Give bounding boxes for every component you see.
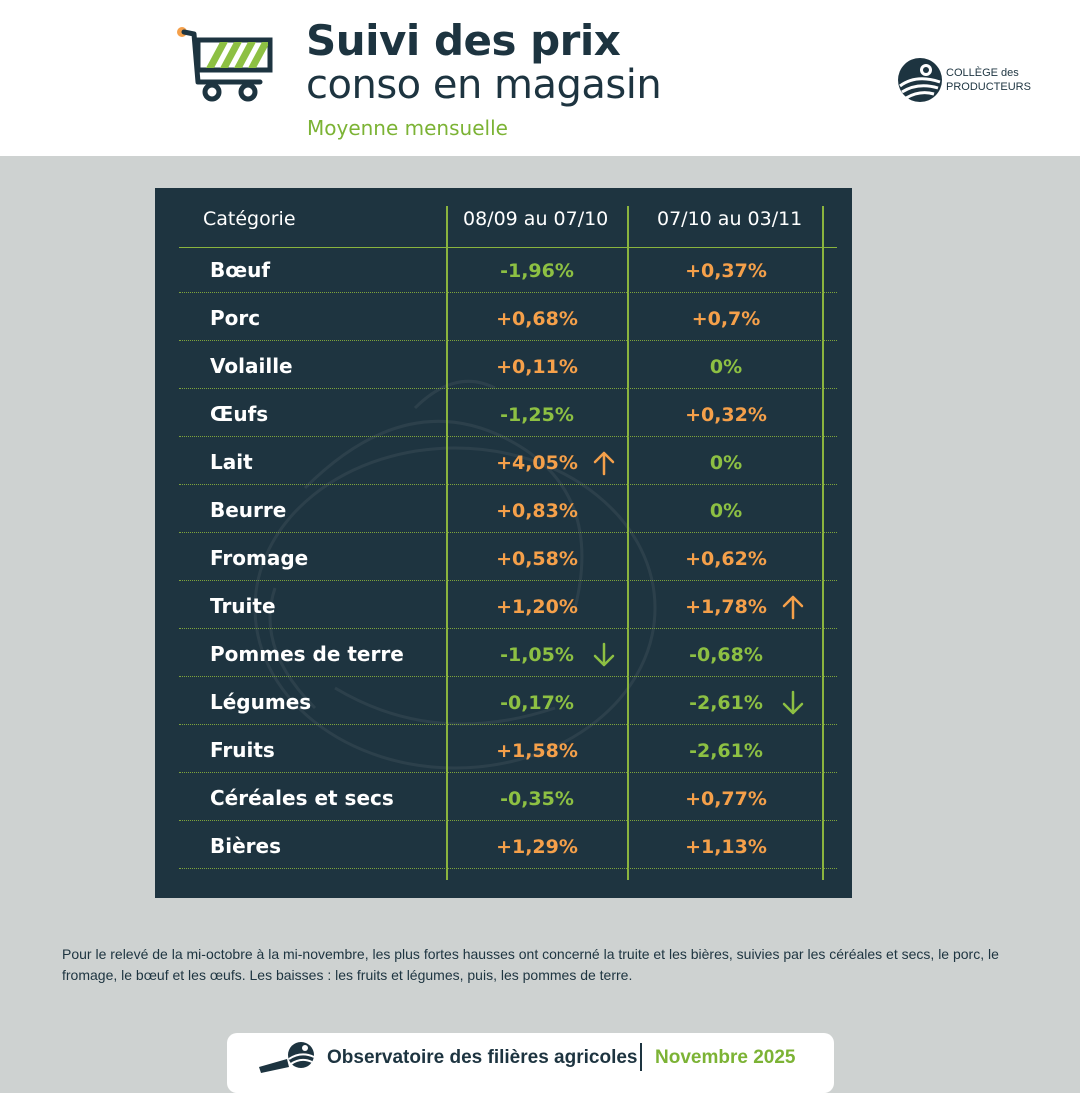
period1-value: -0,35% bbox=[500, 788, 574, 810]
price-table: Catégorie 08/09 au 07/10 07/10 au 03/11 … bbox=[155, 188, 852, 898]
page-title-line2: conso en magasin bbox=[306, 62, 662, 108]
period2-value: +0,37% bbox=[685, 260, 767, 282]
column-header-category: Catégorie bbox=[203, 208, 296, 230]
row-divider bbox=[179, 820, 837, 821]
column-divider bbox=[627, 206, 629, 880]
summary-note: Pour le relevé de la mi-octobre à la mi-… bbox=[62, 946, 999, 983]
header-divider bbox=[179, 247, 837, 248]
period2-value: -2,61% bbox=[689, 692, 763, 714]
category-label: Fruits bbox=[210, 738, 275, 762]
period1-value: -1,96% bbox=[500, 260, 574, 282]
period1-value: +0,58% bbox=[496, 548, 578, 570]
period1-value: +0,83% bbox=[496, 500, 578, 522]
category-label: Fromage bbox=[210, 546, 309, 570]
period2-value: +0,7% bbox=[691, 308, 761, 330]
page-title: Suivi des prix bbox=[306, 16, 621, 65]
row-divider bbox=[179, 340, 837, 341]
period2-value: 0% bbox=[709, 356, 743, 378]
period2-value: +1,13% bbox=[685, 836, 767, 858]
category-label: Œufs bbox=[210, 402, 269, 426]
column-header-period2: 07/10 au 03/11 bbox=[657, 208, 803, 230]
period1-value: -0,17% bbox=[500, 692, 574, 714]
period1-value: +1,58% bbox=[496, 740, 578, 762]
header: Suivi des prix conso en magasin Moyenne … bbox=[0, 0, 1080, 156]
period1-value: -1,25% bbox=[500, 404, 574, 426]
period2-value: +0,77% bbox=[685, 788, 767, 810]
category-label: Bœuf bbox=[210, 258, 271, 282]
arrow-down-icon bbox=[782, 690, 804, 715]
period2-value: 0% bbox=[709, 500, 743, 522]
period1-value: +1,20% bbox=[496, 596, 578, 618]
category-label: Lait bbox=[210, 450, 253, 474]
footer-divider bbox=[640, 1043, 642, 1071]
arrow-up-icon bbox=[782, 595, 804, 620]
shopping-cart-icon bbox=[177, 27, 273, 102]
category-label: Pommes de terre bbox=[210, 642, 404, 666]
row-divider bbox=[179, 388, 837, 389]
period1-value: +1,29% bbox=[496, 836, 578, 858]
row-divider bbox=[179, 532, 837, 533]
period1-value: +0,68% bbox=[496, 308, 578, 330]
period2-value: +0,62% bbox=[685, 548, 767, 570]
row-divider bbox=[179, 292, 837, 293]
period2-value: +1,78% bbox=[685, 596, 767, 618]
observatory-logo-icon bbox=[259, 1042, 315, 1073]
category-label: Volaille bbox=[210, 354, 293, 378]
category-label: Légumes bbox=[210, 690, 312, 714]
category-label: Porc bbox=[210, 306, 261, 330]
footer-date: Novembre 2025 bbox=[655, 1047, 796, 1068]
row-divider bbox=[179, 436, 837, 437]
row-divider bbox=[179, 628, 837, 629]
footer: Observatoire des filières agricoles Nove… bbox=[227, 1033, 834, 1093]
row-divider bbox=[179, 484, 837, 485]
column-divider bbox=[822, 206, 824, 880]
period2-value: -0,68% bbox=[689, 644, 763, 666]
period1-value: +4,05% bbox=[496, 452, 578, 474]
college-producteurs-logo: COLLÈGE des PRODUCTEURS bbox=[896, 56, 1056, 106]
footer-label: Observatoire des filières agricoles bbox=[327, 1047, 638, 1068]
period2-value: -2,61% bbox=[689, 740, 763, 762]
logo-icon bbox=[898, 58, 942, 102]
row-divider bbox=[179, 676, 837, 677]
logo-text: COLLÈGE des PRODUCTEURS bbox=[946, 67, 1031, 93]
category-label: Céréales et secs bbox=[210, 786, 394, 810]
period2-value: +0,32% bbox=[685, 404, 767, 426]
row-divider bbox=[179, 868, 837, 869]
category-label: Bières bbox=[210, 834, 281, 858]
page-subtitle: Moyenne mensuelle bbox=[307, 116, 508, 140]
wheat-watermark-icon bbox=[253, 379, 657, 770]
row-divider bbox=[179, 580, 837, 581]
arrow-up-icon bbox=[593, 451, 615, 476]
period1-value: +0,11% bbox=[496, 356, 578, 378]
column-header-period1: 08/09 au 07/10 bbox=[463, 208, 609, 230]
row-divider bbox=[179, 724, 837, 725]
arrow-down-icon bbox=[593, 642, 615, 667]
category-label: Truite bbox=[210, 594, 276, 618]
period1-value: -1,05% bbox=[500, 644, 574, 666]
category-label: Beurre bbox=[210, 498, 287, 522]
period2-value: 0% bbox=[709, 452, 743, 474]
column-divider bbox=[446, 206, 448, 880]
row-divider bbox=[179, 772, 837, 773]
